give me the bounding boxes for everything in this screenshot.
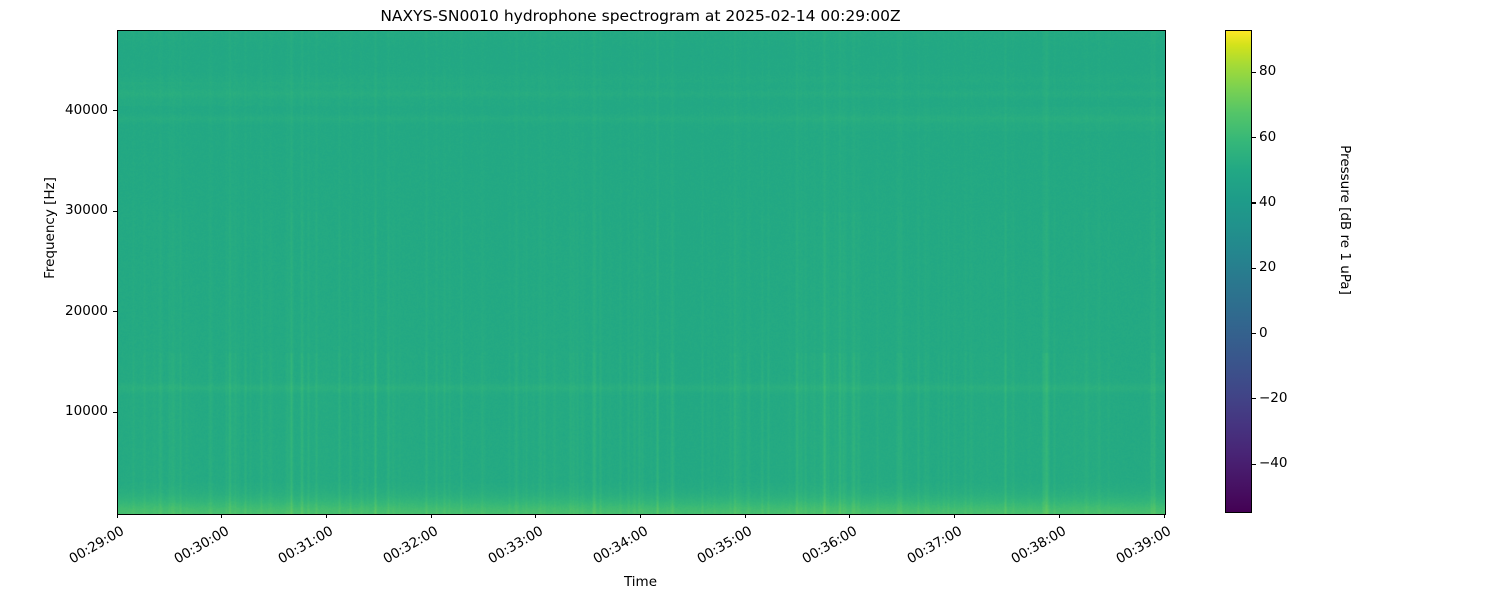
colorbar-tick-mark [1252, 398, 1256, 400]
x-axis-tick-mark [116, 514, 118, 518]
y-axis-label: Frequency [Hz] [42, 177, 58, 279]
x-axis-tick-mark [640, 514, 642, 518]
y-axis-tick-label: 30000 [65, 202, 108, 219]
colorbar-tick-mark [1252, 71, 1256, 74]
x-axis-tick-label: 00:38:00 [1008, 523, 1070, 568]
x-axis-tick-label: 00:29:00 [66, 523, 127, 568]
x-axis-tick-mark [849, 514, 851, 518]
spectrogram-image [118, 31, 1165, 514]
x-axis-tick-label: 00:32:00 [380, 523, 442, 568]
colorbar-tick-mark [1252, 202, 1256, 204]
spectrogram-plot-area[interactable] [117, 30, 1166, 515]
y-axis-tick-label: 40000 [65, 101, 108, 118]
y-axis-tick-mark [113, 411, 117, 413]
x-axis-tick-label: 00:34:00 [589, 523, 651, 568]
x-axis-tick-mark [221, 514, 223, 518]
colorbar-tick-mark [1252, 333, 1256, 335]
x-axis-tick-mark [1058, 514, 1060, 518]
y-axis-tick-mark [113, 311, 117, 313]
x-axis-tick-label: 00:39:00 [1113, 523, 1174, 568]
colorbar-gradient [1225, 30, 1252, 513]
y-axis-tick-label: 10000 [65, 403, 108, 420]
x-axis-tick-label: 00:36:00 [799, 523, 860, 568]
x-axis-label: Time [623, 574, 658, 590]
x-axis-tick-label: 00:35:00 [694, 523, 756, 568]
colorbar-tick-label: 20 [1259, 259, 1277, 276]
y-axis-tick-mark [113, 110, 117, 112]
page-title: NAXYS-SN0010 hydrophone spectrogram at 2… [380, 7, 901, 25]
colorbar-tick-label: 40 [1259, 193, 1277, 210]
colorbar-tick-mark [1252, 137, 1256, 139]
colorbar-tick-mark [1252, 267, 1256, 269]
y-axis-tick-label: 20000 [65, 302, 108, 319]
y-axis-tick-mark [113, 210, 117, 212]
x-axis-tick-mark [325, 514, 327, 518]
colorbar-tick-mark [1252, 463, 1256, 465]
colorbar-tick-label: −20 [1259, 389, 1288, 406]
colorbar-tick-label: 0 [1259, 324, 1268, 341]
x-axis-tick-mark [954, 514, 956, 518]
colorbar[interactable] [1225, 30, 1252, 513]
colorbar-tick-label: 60 [1259, 128, 1277, 145]
x-axis-tick-label: 00:30:00 [171, 523, 232, 568]
x-axis-tick-label: 00:37:00 [904, 523, 965, 568]
x-axis-tick-label: 00:31:00 [275, 523, 337, 568]
colorbar-tick-label: 80 [1259, 63, 1277, 80]
x-axis-tick-mark [535, 514, 537, 518]
colorbar-label: Pressure [dB re 1 uPa] [1337, 145, 1353, 295]
x-axis-tick-mark [430, 514, 432, 518]
colorbar-tick-label: −40 [1259, 455, 1288, 472]
x-axis-tick-mark [744, 514, 746, 518]
x-axis-tick-mark [1163, 514, 1165, 518]
x-axis-tick-label: 00:33:00 [485, 523, 546, 568]
